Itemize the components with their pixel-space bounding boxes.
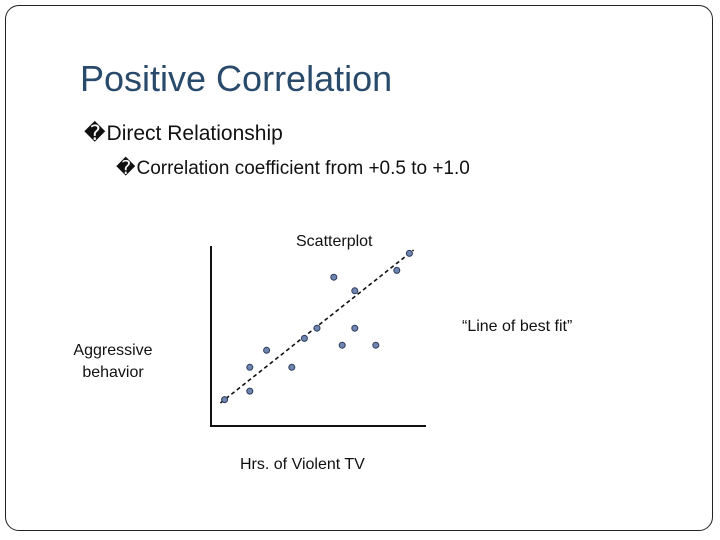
bullet-direct-relationship: �Direct Relationship [84, 121, 283, 146]
line-of-best-fit [219, 249, 415, 404]
slide-title: Positive Correlation [80, 58, 393, 99]
bullet-text: Correlation coefficient from +0.5 to +1.… [136, 158, 470, 179]
data-point [405, 249, 413, 257]
data-point [393, 266, 401, 274]
data-point [351, 324, 359, 332]
slide-frame [5, 5, 713, 531]
data-point [246, 387, 254, 395]
data-point [246, 363, 254, 371]
y-axis-label: Aggressive behavior [73, 342, 153, 381]
bullet-text: Direct Relationship [106, 122, 283, 145]
data-points [221, 249, 413, 404]
data-point [338, 341, 346, 349]
data-point [300, 334, 308, 342]
data-point [288, 363, 296, 371]
chart-title: Scatterplot [296, 233, 373, 250]
data-point [263, 346, 271, 354]
data-point [330, 273, 338, 281]
data-point [313, 324, 321, 332]
fit-line-annotation: “Line of best fit” [462, 318, 573, 335]
data-point [372, 341, 380, 349]
bullet-correlation-coefficient: �Correlation coefficient from +0.5 to +1… [116, 157, 470, 180]
x-axis-label: Hrs. of Violent TV [240, 456, 365, 473]
data-point [221, 396, 229, 404]
data-point [351, 287, 359, 295]
bullet-marker: � [116, 158, 136, 179]
bullet-marker: � [84, 122, 106, 145]
